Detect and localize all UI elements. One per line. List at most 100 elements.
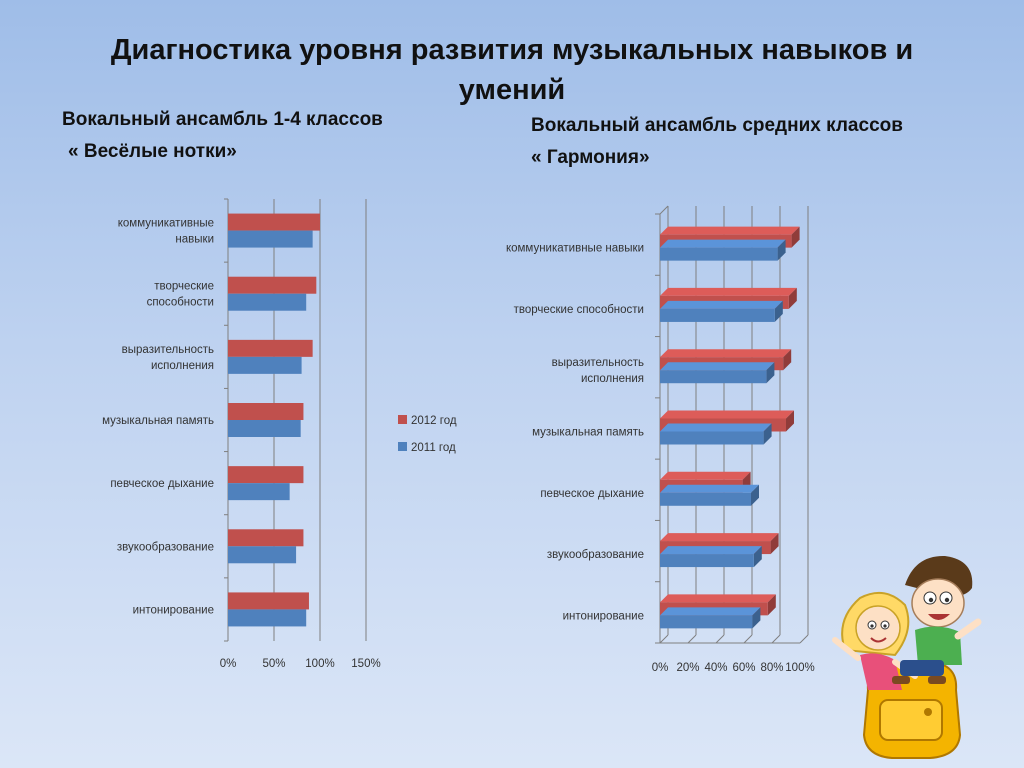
bar-front — [660, 370, 767, 384]
category-label-line: певческое дыхание — [540, 488, 644, 500]
x-tick-label: 100% — [785, 662, 814, 674]
category-label-line: музыкальная память — [102, 415, 214, 427]
legend-swatch — [398, 442, 407, 451]
bar-side — [763, 423, 772, 445]
bar-top — [660, 594, 776, 603]
bar-top — [660, 239, 786, 248]
x-tick-label: 0% — [652, 662, 669, 674]
category-label: певческое дыхание — [540, 488, 644, 500]
category-label: выразительность исполнения — [552, 357, 644, 385]
bar-front — [660, 431, 764, 445]
bar-front — [660, 492, 751, 506]
bar-side — [783, 349, 792, 371]
right-heading-line2: « Гармония» — [531, 147, 650, 168]
bar-2011 — [228, 293, 307, 311]
bar-2011 — [660, 607, 761, 629]
legend-swatch — [398, 415, 407, 424]
bar-top — [660, 484, 759, 493]
x-tick-label: 40% — [704, 662, 727, 674]
category-label-line: исполнения — [581, 373, 644, 385]
bar-2012 — [228, 592, 309, 610]
bar-2011 — [660, 300, 783, 322]
category-label-line: творческие способности — [514, 304, 644, 316]
x-tick-label: 50% — [262, 658, 285, 670]
bar-side — [774, 300, 783, 322]
category-label-line: интонирование — [133, 604, 214, 616]
category-label-line: звукообразование — [547, 549, 644, 561]
category-label-line: коммуникативные — [118, 218, 214, 230]
bar-top — [660, 226, 800, 235]
floor-line — [715, 634, 725, 644]
bar-top — [660, 287, 797, 296]
bar-front — [660, 615, 753, 629]
bar-2011 — [660, 423, 772, 445]
bar-2011 — [228, 546, 297, 564]
bar-2011 — [660, 239, 786, 261]
x-tick-label: 20% — [676, 662, 699, 674]
bar-top — [660, 349, 792, 358]
left-heading-line2: « Весёлые нотки» — [68, 141, 237, 162]
bar-side — [752, 607, 761, 629]
left-heading-line1: Вокальный ансамбль 1-4 классов — [62, 109, 383, 130]
cartoon-kids-illustration — [832, 555, 982, 759]
bar-side — [767, 594, 776, 616]
x-tick-label: 60% — [732, 662, 755, 674]
bar-top — [660, 607, 761, 616]
bar-side — [788, 287, 797, 309]
x-tick-label: 150% — [351, 658, 380, 670]
category-label: музыкальная память — [532, 427, 644, 439]
bar-2012 — [228, 403, 304, 420]
bar-top — [660, 300, 783, 309]
bar-2012 — [228, 339, 313, 357]
bar-top — [660, 471, 751, 480]
bar-top — [660, 362, 775, 371]
right-bar-chart: 0% 20% 40% 60% 80% 100% коммуникативные навыки… — [506, 205, 815, 674]
category-label-line: музыкальная память — [532, 427, 644, 439]
legend-label: 2012 год — [411, 415, 457, 427]
bar-side — [786, 410, 794, 432]
left-bar-chart: 0% 50% 100% 150% коммуникативные навыки творче… — [102, 198, 457, 670]
bar-side — [766, 362, 775, 384]
page-title: Диагностика уровня развития музыкальных … — [110, 34, 914, 106]
category-label-line: навыки — [175, 234, 214, 246]
category-label: творческие способности — [514, 304, 644, 316]
category-label: коммуникативные навыки — [118, 218, 214, 246]
bar-2012 — [228, 466, 304, 484]
x-tick-label: 80% — [760, 662, 783, 674]
x-tick-label: 100% — [305, 658, 334, 670]
bar-2011 — [228, 356, 302, 374]
category-label-line: певческое дыхание — [110, 478, 214, 490]
bar-side — [777, 239, 786, 261]
bar-side — [791, 226, 800, 248]
category-label: интонирование — [133, 604, 214, 616]
bar-top — [660, 410, 794, 419]
category-label: музыкальная память — [102, 415, 214, 427]
category-label: интонирование — [563, 610, 644, 622]
bar-front — [660, 554, 754, 568]
floor-line — [771, 634, 781, 644]
right-heading-line1: Вокальный ансамбль средних классов — [531, 115, 903, 136]
axis-line — [659, 205, 669, 215]
floor-line — [743, 634, 753, 644]
bar-side — [770, 533, 779, 555]
category-label: коммуникативные навыки — [506, 243, 644, 255]
floor-line — [687, 634, 697, 644]
category-label: творческие способности — [147, 281, 214, 309]
bar-2012 — [228, 529, 304, 547]
bar-2011 — [660, 546, 762, 568]
bar-2011 — [660, 484, 759, 506]
bar-top — [660, 546, 762, 555]
right-chart-heading: Вокальный ансамбль средних классов « Гар… — [531, 110, 903, 174]
category-label-line: исполнения — [151, 360, 214, 372]
category-label-line: коммуникативные навыки — [506, 243, 644, 255]
floor-line — [799, 634, 809, 644]
category-label-line: способности — [147, 297, 214, 309]
category-label-line: творческие — [154, 281, 214, 293]
bar-2012 — [228, 276, 317, 294]
bar-front — [660, 308, 775, 322]
bar-side — [751, 484, 759, 506]
floor-line — [659, 634, 669, 644]
category-label-line: выразительность — [122, 344, 214, 356]
bar-2012 — [228, 213, 320, 231]
